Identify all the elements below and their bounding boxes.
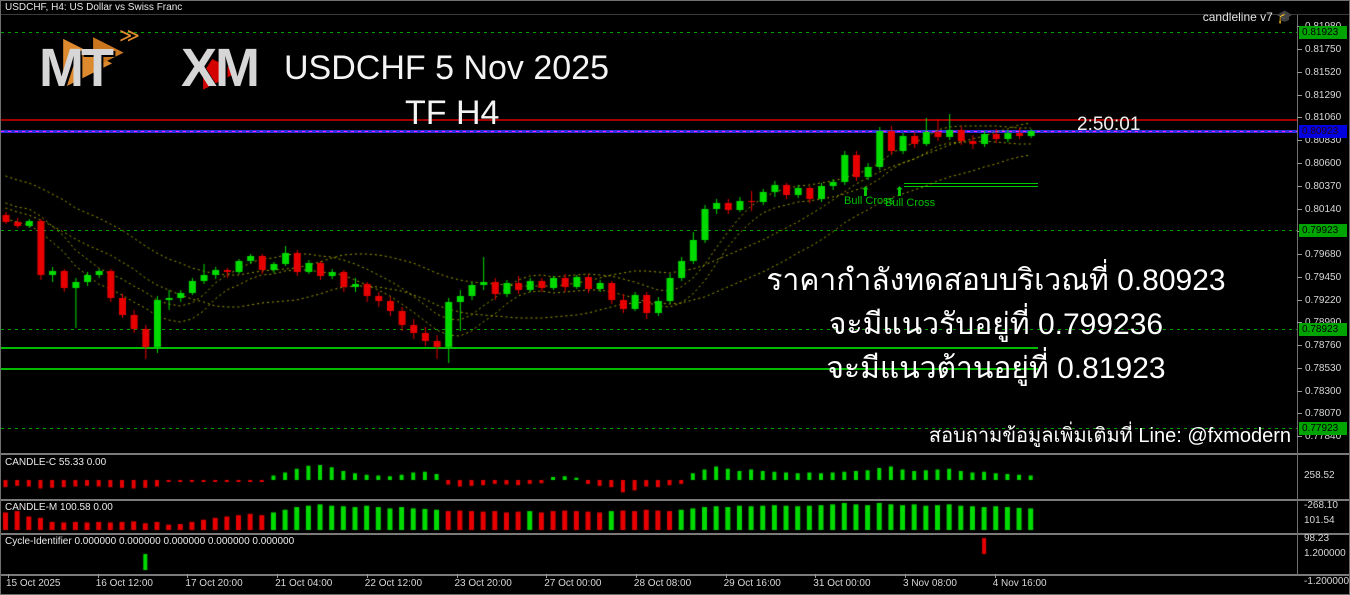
price-tick-mark — [1297, 186, 1302, 187]
current-price-badge: 0.80923 — [1299, 125, 1347, 138]
headline-timeframe: TF H4 — [405, 94, 500, 132]
time-axis-label: 23 Oct 20:00 — [454, 578, 512, 589]
price-tick-label: 0.81750 — [1305, 44, 1342, 55]
price-tick-label: 0.81060 — [1305, 112, 1342, 123]
time-axis-label: 3 Nov 08:00 — [903, 578, 957, 589]
contact-line: สอบถามข้อมูลเพิ่มเติมที่ Line: @fxmodern — [928, 425, 1291, 447]
price-tick-label: 0.78530 — [1305, 363, 1342, 374]
price-tick-label: 0.80140 — [1305, 204, 1342, 215]
price-tick-mark — [1297, 436, 1302, 437]
time-axis-label: 21 Oct 04:00 — [275, 578, 333, 589]
price-tick-mark — [1297, 368, 1302, 369]
time-axis-label: 16 Oct 12:00 — [95, 578, 153, 589]
candle-countdown-timer: 2:50:01 — [1077, 114, 1141, 135]
level-price-badge: 0.77923 — [1299, 422, 1347, 435]
price-tick-label: 0.81520 — [1305, 67, 1342, 78]
pivot-level-line[interactable] — [1, 230, 1297, 231]
trend-cross-line[interactable] — [904, 186, 1038, 187]
price-tick-mark — [1297, 254, 1302, 255]
price-tick-label: 0.78300 — [1305, 386, 1342, 397]
time-axis-label: 17 Oct 20:00 — [185, 578, 243, 589]
bull-cross-label: Bull Cross — [885, 197, 936, 209]
time-axis-label: 4 Nov 16:00 — [992, 578, 1047, 589]
level-price-badge: 0.78923 — [1299, 323, 1347, 336]
price-tick-label: 0.79680 — [1305, 249, 1342, 260]
price-tick-mark — [1297, 277, 1302, 278]
note-support-level: จะมีแนวรับอยู่ที่ 0.799236 — [828, 308, 1164, 341]
price-tick-mark — [1297, 49, 1302, 50]
time-axis-label: 28 Oct 08:00 — [633, 578, 692, 589]
price-tick-label: 0.78760 — [1305, 340, 1342, 351]
logo-chevrons-icon: ≫ — [119, 25, 140, 47]
time-axis-label: 22 Oct 12:00 — [364, 578, 423, 589]
pivot-level-line[interactable] — [1, 32, 1297, 33]
note-testing-level: ราคากำลังทดสอบบริเวณที่ 0.80923 — [766, 264, 1226, 297]
level-price-badge: 0.81923 — [1299, 26, 1347, 39]
chart-symbol-title: USDCHF, H4: US Dollar vs Swiss Franc — [5, 2, 183, 13]
price-tick-mark — [1297, 345, 1302, 346]
price-tick-mark — [1297, 117, 1302, 118]
time-axis-label: 15 Oct 2025 — [6, 578, 61, 589]
cycle-scale-top: 1.200000 — [1304, 548, 1346, 559]
pane-separator[interactable] — [1, 453, 1349, 455]
candle-c-scale-bottom: -268.10 — [1304, 500, 1338, 511]
price-tick-label: 0.81290 — [1305, 90, 1342, 101]
time-axis-label: 31 Oct 00:00 — [813, 578, 871, 589]
indicator-watermark: candleline v7 🎓 — [1203, 9, 1293, 25]
price-tick-mark — [1297, 300, 1302, 301]
analysis-notes: ราคากำลังทดสอบบริเวณที่ 0.80923 จะมีแนวร… — [696, 259, 1296, 391]
trend-cross-line[interactable] — [904, 183, 1038, 184]
cycle-identifier-pane-label: Cycle-Identifier 0.000000 0.000000 0.000… — [5, 536, 295, 547]
price-tick-label: 0.80600 — [1305, 158, 1342, 169]
note-resistance-level: จะมีแนวต้านอยู่ที่ 0.81923 — [826, 352, 1166, 385]
candle-m-pane-label: CANDLE-M 100.58 0.00 — [5, 502, 113, 513]
candle-c-scale-top: 258.52 — [1304, 470, 1335, 481]
candle-c-pane-label: CANDLE-C 55.33 0.00 — [5, 457, 107, 468]
level-price-badge: 0.79923 — [1299, 224, 1347, 237]
logo-xm-text: XM — [181, 38, 260, 98]
chart-title-bar — [1, 1, 1349, 15]
price-tick-mark — [1297, 140, 1302, 141]
time-axis-label: 29 Oct 16:00 — [723, 578, 781, 589]
price-tick-mark — [1297, 95, 1302, 96]
price-scale[interactable]: 258.52 -268.10 101.54 98.23 1.200000 -1.… — [1297, 15, 1349, 587]
headline-symbol-date: USDCHF 5 Nov 2025 — [284, 49, 610, 87]
price-tick-mark — [1297, 391, 1302, 392]
time-axis[interactable]: 15 Oct 2025 16 Oct 12:00 17 Oct 20:00 21 Oc… — [1, 574, 1297, 594]
price-tick-label: 0.78070 — [1305, 408, 1342, 419]
price-tick-mark — [1297, 209, 1302, 210]
price-tick-mark — [1297, 413, 1302, 414]
price-tick-label: 0.79450 — [1305, 272, 1342, 283]
price-tick-label: 0.80370 — [1305, 181, 1342, 192]
watermark-label: candleline v7 — [1202, 10, 1273, 24]
candle-m-scale-top: 101.54 — [1304, 515, 1335, 526]
price-tick-mark — [1297, 163, 1302, 164]
candle-m-scale-bottom: 98.23 — [1304, 533, 1330, 544]
pane-separator[interactable] — [1, 533, 1349, 535]
graduation-cap-icon: 🎓 — [1276, 9, 1293, 24]
pane-separator[interactable] — [1, 499, 1349, 501]
logo-mt-text: MT — [39, 38, 114, 98]
cycle-scale-bottom: -1.200000 — [1304, 576, 1350, 587]
price-tick-label: 0.79220 — [1305, 295, 1342, 306]
time-axis-label: 27 Oct 00:00 — [544, 578, 602, 589]
price-tick-mark — [1297, 72, 1302, 73]
